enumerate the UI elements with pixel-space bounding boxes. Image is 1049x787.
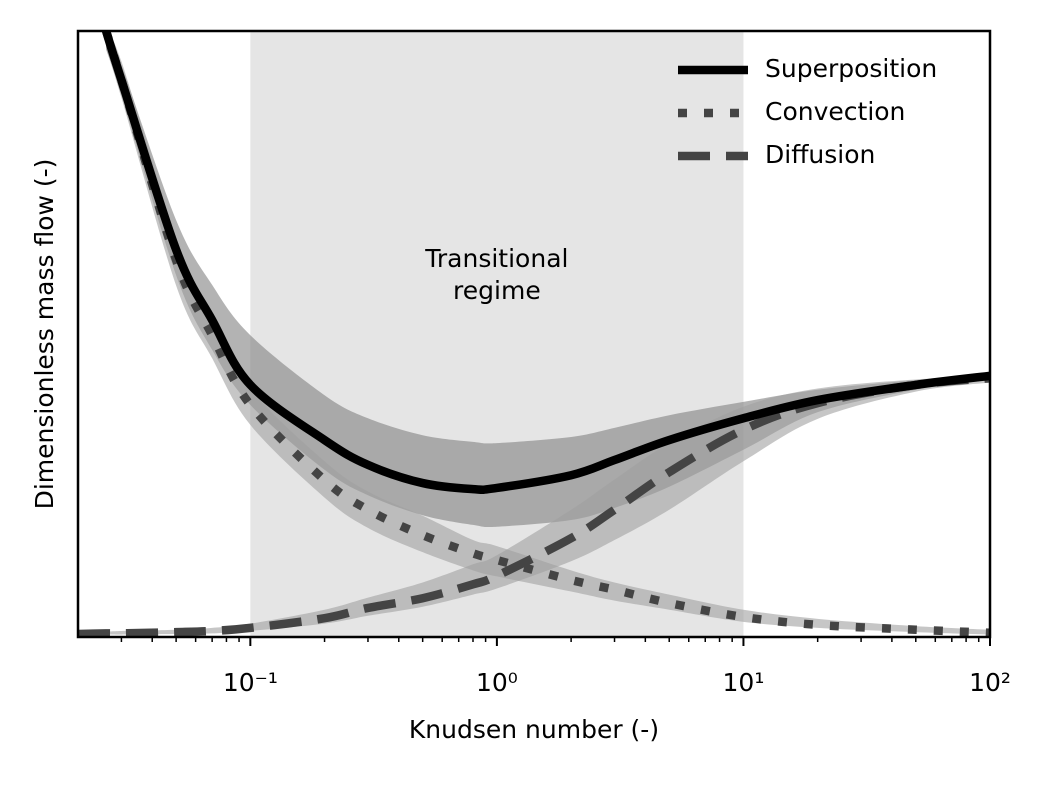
x-tick-label: 10¹ <box>723 668 765 697</box>
axes-frame <box>76 29 992 639</box>
x-tick-label: 10⁻¹ <box>223 668 278 697</box>
series-line <box>102 31 990 494</box>
x-tick-label: 10² <box>969 668 1011 697</box>
legend-label: Superposition <box>765 54 937 83</box>
x-axis-label: Knudsen number (-) <box>409 715 659 744</box>
uncertainty-band <box>78 376 990 636</box>
legend-label: Diffusion <box>765 140 875 169</box>
plot-area <box>78 31 990 637</box>
x-tick-label: 10⁰ <box>476 668 518 697</box>
legend-label: Convection <box>765 97 905 126</box>
transition-span <box>250 31 744 637</box>
span-annotation: Transitional <box>424 244 568 273</box>
y-axis-label: Dimensionless mass flow (-) <box>30 159 59 510</box>
span-annotation: regime <box>453 276 541 305</box>
uncertainty-band <box>106 31 990 635</box>
series-line <box>78 374 990 637</box>
